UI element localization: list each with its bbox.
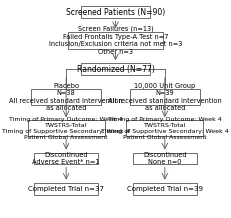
Text: Placebo
N=38
All received standard intervention
as allocated: Placebo N=38 All received standard inter… <box>9 83 123 111</box>
Text: Screen Failures (n=13)
Failed Frontalis Type-A Test n=7
Inclusion/Exclusion crit: Screen Failures (n=13) Failed Frontalis … <box>49 26 182 55</box>
FancyBboxPatch shape <box>133 183 197 194</box>
Text: Completed Trial n=37: Completed Trial n=37 <box>28 186 104 192</box>
FancyBboxPatch shape <box>28 120 105 136</box>
FancyBboxPatch shape <box>34 183 98 194</box>
FancyBboxPatch shape <box>31 89 101 105</box>
FancyBboxPatch shape <box>68 32 163 49</box>
FancyBboxPatch shape <box>34 153 98 164</box>
Text: Timing of Primary Outcome: Week 4
TWSTRS-Total
Timing of Supportive Secondary: W: Timing of Primary Outcome: Week 4 TWSTRS… <box>2 117 130 140</box>
Text: 10,000 Unit Group
N=39
All received standard intervention
as allocated: 10,000 Unit Group N=39 All received stan… <box>108 83 222 111</box>
Text: Screened Patients (N=90): Screened Patients (N=90) <box>66 8 165 17</box>
FancyBboxPatch shape <box>133 153 197 164</box>
Text: Completed Trial n=39: Completed Trial n=39 <box>127 186 203 192</box>
FancyBboxPatch shape <box>81 6 150 18</box>
Text: Randomized (N=77): Randomized (N=77) <box>76 65 155 74</box>
Text: Discontinued
Adverse Event* n=1: Discontinued Adverse Event* n=1 <box>32 152 100 165</box>
Text: Discontinued
None n=0: Discontinued None n=0 <box>143 152 187 165</box>
Text: Timing of Primary Outcome: Week 4
TWSTRS-Total
Timing of Supportive Secondary: W: Timing of Primary Outcome: Week 4 TWSTRS… <box>101 117 229 140</box>
FancyBboxPatch shape <box>130 89 200 105</box>
FancyBboxPatch shape <box>126 120 203 136</box>
FancyBboxPatch shape <box>81 63 150 75</box>
